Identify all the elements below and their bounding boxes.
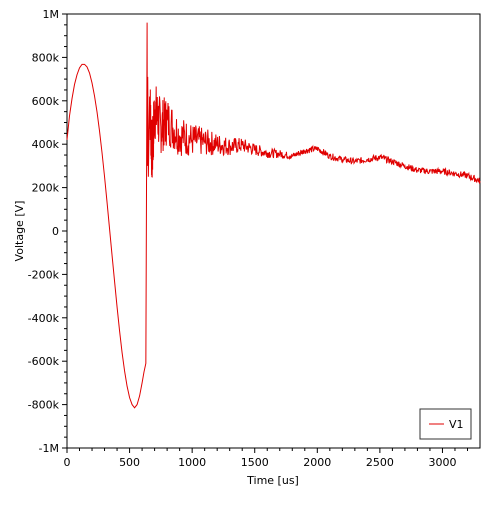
legend-label-v1: V1	[449, 418, 464, 431]
y-tick-label: -400k	[28, 312, 60, 325]
x-tick-label: 1000	[178, 456, 206, 469]
y-axis-label: Voltage [V]	[13, 201, 26, 262]
x-tick-label: 1500	[241, 456, 269, 469]
x-axis-ticks: 0 500 1000 1500 2000 2500 3000	[64, 448, 468, 469]
x-axis-label: Time [us]	[246, 474, 299, 487]
legend: V1	[419, 408, 472, 440]
y-axis-ticks: -1M -800k -600k -400k -200k 0 200k 400k 600k 800k…	[28, 8, 67, 455]
plot-area	[66, 13, 481, 449]
y-tick-label: 600k	[32, 95, 60, 108]
y-tick-label: -200k	[28, 268, 60, 281]
y-tick-label: -600k	[28, 355, 60, 368]
y-tick-label: -800k	[28, 399, 60, 412]
x-tick-label: 2000	[303, 456, 331, 469]
y-tick-label: 200k	[32, 182, 60, 195]
series-line-v1	[66, 22, 481, 409]
y-tick-label: 400k	[32, 138, 60, 151]
y-tick-label: -1M	[39, 442, 59, 455]
y-tick-label: 800k	[32, 51, 60, 64]
x-tick-label: 3000	[428, 456, 456, 469]
legend-box	[419, 408, 472, 440]
x-tick-label: 0	[64, 456, 71, 469]
x-tick-label: 2500	[366, 456, 394, 469]
y-tick-label: 0	[52, 225, 59, 238]
x-tick-label: 500	[119, 456, 140, 469]
y-tick-label: 1M	[43, 8, 60, 21]
